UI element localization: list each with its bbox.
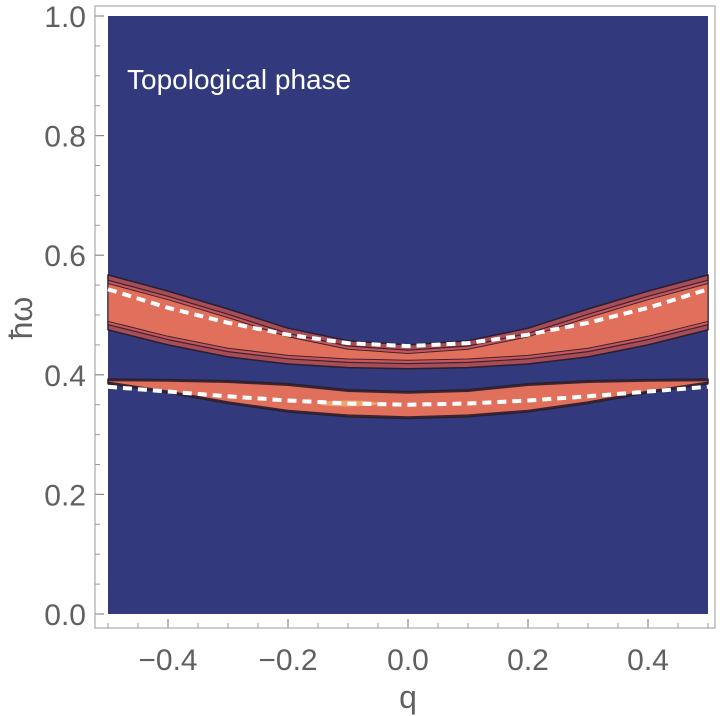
x-tick-label: −0.2 <box>258 644 317 677</box>
upper-band-inner-contour <box>107 283 709 361</box>
axis-ticks <box>95 15 709 628</box>
y-tick-label: 0.4 <box>44 360 86 393</box>
upper-dispersion-curve <box>107 287 709 349</box>
x-tick-label: −0.4 <box>138 644 197 677</box>
x-tick-label: 0.4 <box>627 644 669 677</box>
x-tick-label: 0.0 <box>387 644 429 677</box>
lower-dispersion-curve <box>107 384 709 407</box>
y-tick-label: 0.6 <box>44 240 86 273</box>
lower-band-inner-contour <box>107 380 709 418</box>
tick-labels: −0.4 −0.2 0.0 0.2 0.4 0.0 0.2 0.4 0.6 0.8 1.0 <box>44 1 669 677</box>
y-tick-label: 0.2 <box>44 479 86 512</box>
y-tick-label: 0.0 <box>44 599 86 632</box>
x-axis-label: q <box>399 679 417 715</box>
contour-bands <box>107 274 709 420</box>
y-axis-label: ħω <box>3 297 39 340</box>
x-tick-label: 0.2 <box>507 644 549 677</box>
plot-annotation: Topological phase <box>127 64 351 95</box>
plot-frame-background <box>94 5 716 629</box>
y-tick-label: 1.0 <box>44 1 86 34</box>
y-tick-label: 0.8 <box>44 121 86 154</box>
dispersion-curves <box>107 287 709 407</box>
